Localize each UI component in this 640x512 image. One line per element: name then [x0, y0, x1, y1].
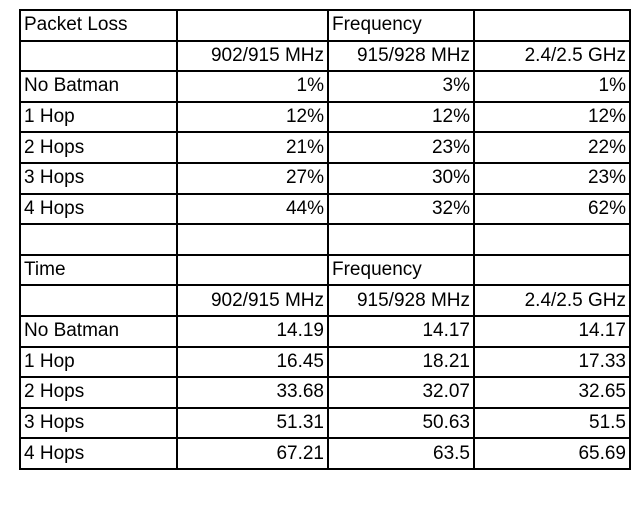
table-cell: 32.07	[327, 376, 475, 409]
table-row: No Batman 1% 3% 1%	[19, 70, 631, 103]
empty-cell	[473, 223, 631, 256]
row-label: 1 Hop	[19, 100, 178, 134]
empty-cell	[473, 9, 631, 42]
row-label: 1 Hop	[19, 345, 178, 379]
table-cell: 67.21	[176, 437, 329, 470]
table-row: 1 Hop 12% 12% 12%	[19, 100, 631, 134]
row-label: 3 Hops	[19, 161, 178, 195]
row-label: 2 Hops	[19, 376, 178, 409]
table-row: 3 Hops 51.31 50.63 51.5	[19, 406, 631, 440]
spacer-row	[19, 223, 631, 256]
table-cell: 50.63	[327, 406, 475, 440]
table-cell: 14.17	[327, 314, 475, 348]
table-cell: 23%	[327, 131, 475, 164]
table-cell: 14.19	[176, 314, 329, 348]
packet-loss-header-row: 902/915 MHz 915/928 MHz 2.4/2.5 GHz	[19, 39, 631, 73]
row-label: 4 Hops	[19, 192, 178, 226]
table-row: 3 Hops 27% 30% 23%	[19, 161, 631, 195]
table-cell: 21%	[176, 131, 329, 164]
row-label: 4 Hops	[19, 437, 178, 470]
table-cell: 65.69	[473, 437, 631, 470]
table-cell: 30%	[327, 161, 475, 195]
table-cell: 62%	[473, 192, 631, 226]
table-cell: 51.31	[176, 406, 329, 440]
column-header: 2.4/2.5 GHz	[473, 284, 631, 317]
column-header: 915/928 MHz	[327, 39, 475, 73]
row-label: 3 Hops	[19, 406, 178, 440]
packet-loss-group-label: Frequency	[327, 9, 475, 42]
table-row: 2 Hops 33.68 32.07 32.65	[19, 376, 631, 409]
time-header-row: 902/915 MHz 915/928 MHz 2.4/2.5 GHz	[19, 284, 631, 317]
column-header: 2.4/2.5 GHz	[473, 39, 631, 73]
table-cell: 22%	[473, 131, 631, 164]
table-cell: 63.5	[327, 437, 475, 470]
time-title: Time	[19, 253, 178, 287]
table-cell: 32%	[327, 192, 475, 226]
table-cell: 32.65	[473, 376, 631, 409]
empty-cell	[19, 223, 178, 256]
table-cell: 51.5	[473, 406, 631, 440]
column-header: 915/928 MHz	[327, 284, 475, 317]
table-row: 4 Hops 67.21 63.5 65.69	[19, 437, 631, 470]
table-cell: 3%	[327, 70, 475, 103]
row-label: 2 Hops	[19, 131, 178, 164]
table-cell: 1%	[473, 70, 631, 103]
empty-cell	[176, 223, 329, 256]
empty-cell	[327, 223, 475, 256]
table-cell: 1%	[176, 70, 329, 103]
table-row: 1 Hop 16.45 18.21 17.33	[19, 345, 631, 379]
packet-loss-title-row: Packet Loss Frequency	[19, 9, 631, 42]
table-cell: 33.68	[176, 376, 329, 409]
empty-cell	[19, 39, 178, 73]
table-cell: 12%	[473, 100, 631, 134]
table-cell: 16.45	[176, 345, 329, 379]
table-cell: 23%	[473, 161, 631, 195]
row-label: No Batman	[19, 314, 178, 348]
table-cell: 27%	[176, 161, 329, 195]
table-row: 4 Hops 44% 32% 62%	[19, 192, 631, 226]
table-cell: 12%	[327, 100, 475, 134]
column-header: 902/915 MHz	[176, 39, 329, 73]
table-row: No Batman 14.19 14.17 14.17	[19, 314, 631, 348]
packet-loss-title: Packet Loss	[19, 9, 178, 42]
table-cell: 14.17	[473, 314, 631, 348]
table-cell: 12%	[176, 100, 329, 134]
table-cell: 44%	[176, 192, 329, 226]
table-row: 2 Hops 21% 23% 22%	[19, 131, 631, 164]
table-cell: 18.21	[327, 345, 475, 379]
empty-cell	[19, 284, 178, 317]
table-cell: 17.33	[473, 345, 631, 379]
empty-cell	[176, 253, 329, 287]
time-group-label: Frequency	[327, 253, 475, 287]
row-label: No Batman	[19, 70, 178, 103]
time-title-row: Time Frequency	[19, 253, 631, 287]
results-table: Packet Loss Frequency 902/915 MHz 915/92…	[19, 9, 631, 470]
empty-cell	[176, 9, 329, 42]
column-header: 902/915 MHz	[176, 284, 329, 317]
empty-cell	[473, 253, 631, 287]
